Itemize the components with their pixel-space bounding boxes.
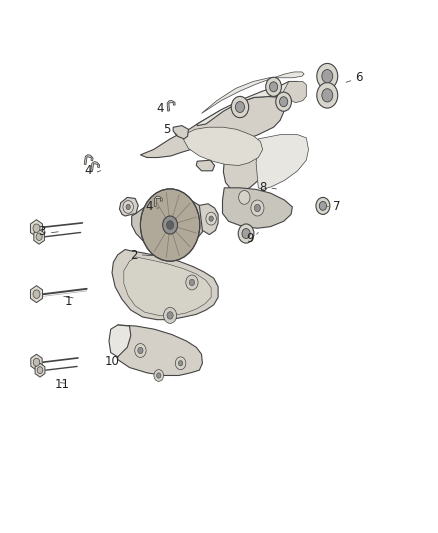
Polygon shape: [132, 197, 206, 252]
Circle shape: [316, 197, 330, 214]
Circle shape: [156, 373, 161, 378]
Text: 1: 1: [65, 295, 72, 308]
Polygon shape: [31, 286, 42, 303]
Polygon shape: [31, 354, 42, 370]
Polygon shape: [280, 82, 306, 103]
Circle shape: [317, 63, 338, 89]
Polygon shape: [199, 204, 218, 235]
Polygon shape: [167, 101, 175, 111]
Polygon shape: [35, 364, 45, 377]
Circle shape: [166, 221, 173, 229]
Polygon shape: [31, 220, 42, 237]
Polygon shape: [120, 197, 138, 216]
Polygon shape: [173, 126, 188, 139]
Circle shape: [33, 358, 40, 366]
Text: 11: 11: [54, 378, 69, 391]
Polygon shape: [223, 188, 292, 228]
Text: 2: 2: [130, 249, 138, 262]
Circle shape: [322, 69, 333, 83]
Circle shape: [163, 308, 177, 324]
Polygon shape: [141, 133, 191, 158]
Polygon shape: [183, 96, 285, 146]
Circle shape: [242, 229, 250, 238]
Text: 7: 7: [333, 200, 341, 213]
Circle shape: [186, 275, 198, 290]
Circle shape: [251, 200, 264, 216]
Circle shape: [209, 216, 213, 221]
Polygon shape: [124, 257, 211, 316]
Text: 3: 3: [39, 225, 46, 238]
Circle shape: [276, 92, 291, 111]
Circle shape: [178, 361, 183, 366]
Circle shape: [235, 101, 244, 112]
Circle shape: [175, 357, 186, 369]
Circle shape: [231, 96, 249, 118]
Circle shape: [141, 189, 200, 261]
Circle shape: [279, 96, 288, 107]
Circle shape: [238, 224, 254, 243]
Circle shape: [123, 200, 134, 213]
Text: 4: 4: [84, 164, 92, 177]
Circle shape: [154, 369, 163, 381]
Polygon shape: [196, 160, 215, 171]
Circle shape: [322, 88, 333, 102]
Polygon shape: [197, 82, 304, 126]
Circle shape: [269, 82, 278, 92]
Polygon shape: [109, 325, 131, 357]
Polygon shape: [223, 139, 268, 192]
Circle shape: [254, 204, 261, 212]
Circle shape: [206, 212, 216, 225]
Polygon shape: [256, 135, 308, 189]
Text: 6: 6: [355, 71, 363, 84]
Text: 9: 9: [246, 232, 253, 245]
Circle shape: [126, 204, 131, 209]
Circle shape: [189, 279, 194, 286]
Circle shape: [162, 216, 177, 234]
Circle shape: [167, 312, 173, 319]
Polygon shape: [201, 72, 304, 114]
Circle shape: [135, 344, 146, 358]
Text: 4: 4: [145, 200, 153, 213]
Text: 8: 8: [259, 181, 266, 195]
Text: 10: 10: [105, 354, 120, 368]
Circle shape: [138, 348, 143, 354]
Circle shape: [319, 201, 327, 211]
Polygon shape: [154, 196, 162, 206]
Polygon shape: [34, 229, 44, 244]
Polygon shape: [91, 161, 99, 172]
Circle shape: [36, 233, 42, 240]
Polygon shape: [183, 127, 263, 165]
Circle shape: [317, 83, 338, 108]
Circle shape: [33, 224, 40, 232]
Circle shape: [37, 367, 43, 374]
Circle shape: [239, 190, 250, 204]
Text: 5: 5: [163, 123, 170, 136]
Polygon shape: [84, 155, 93, 165]
Polygon shape: [112, 249, 218, 320]
Text: 4: 4: [156, 102, 164, 115]
Circle shape: [266, 77, 282, 96]
Polygon shape: [118, 325, 202, 375]
Circle shape: [33, 290, 40, 298]
